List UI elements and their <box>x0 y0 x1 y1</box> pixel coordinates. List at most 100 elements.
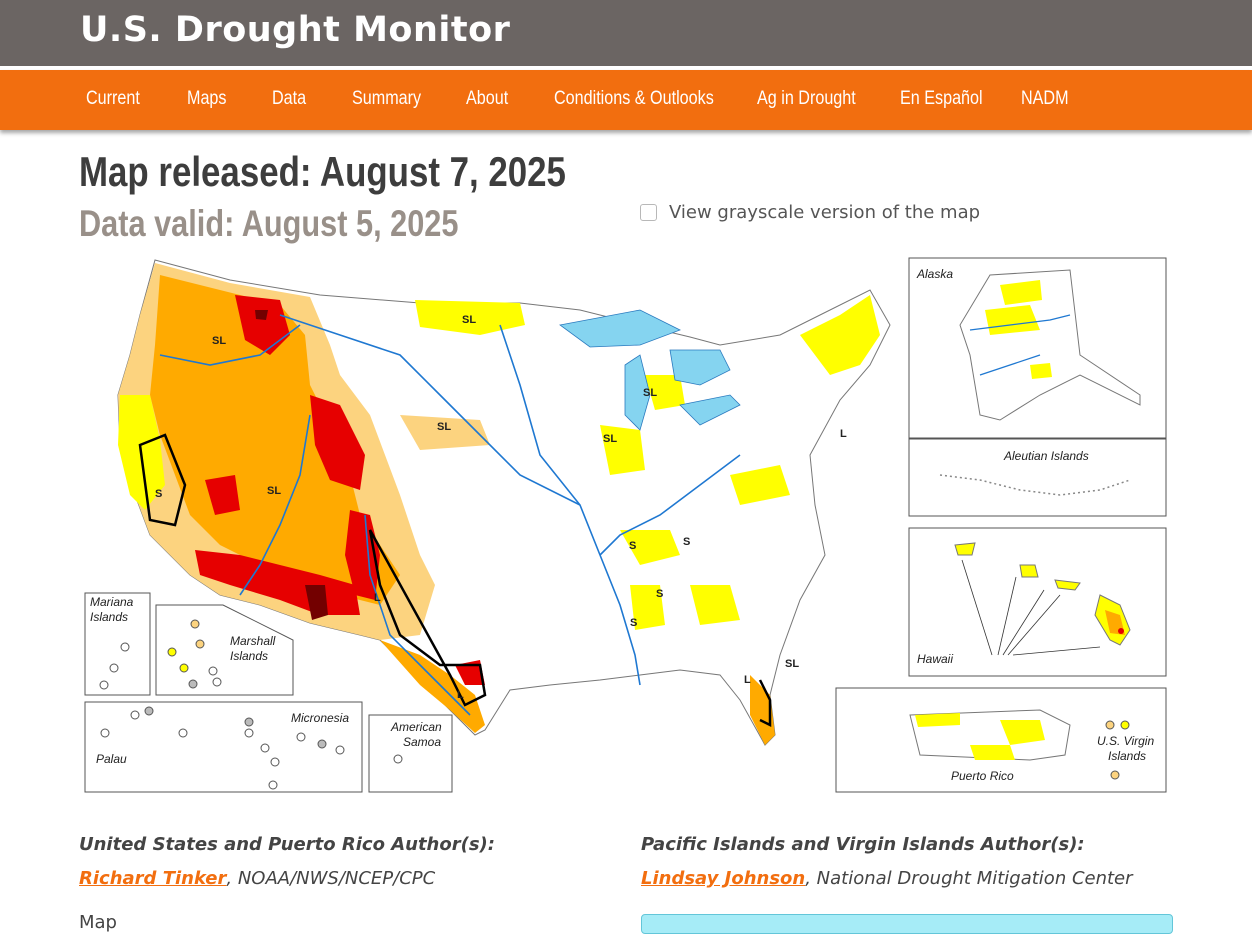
mariana-marker <box>99 680 109 690</box>
marshall-marker <box>179 663 189 673</box>
us-authors-heading: United States and Puerto Rico Author(s): <box>79 834 495 855</box>
grayscale-checkbox[interactable] <box>640 204 657 221</box>
boundary-fl <box>758 679 772 728</box>
nav-summary[interactable]: Summary <box>352 88 422 109</box>
hawaii-pointer-lines <box>961 559 1101 656</box>
marshall-inset <box>155 604 294 696</box>
mariana-inset <box>84 592 151 696</box>
impact-marker: L <box>840 428 847 440</box>
hawaii-d3 <box>1118 628 1124 634</box>
drought-d0-ne <box>400 415 490 450</box>
impact-marker: S <box>630 617 637 629</box>
impact-marker: S <box>656 588 663 600</box>
drought-d0-va <box>730 465 790 505</box>
nav-ag-in-drought[interactable]: Ag in Drought <box>757 88 856 109</box>
marshall-marker <box>188 679 198 689</box>
pi-author-link[interactable]: Lindsay Johnson <box>641 868 806 889</box>
palau-label: Palau <box>96 752 127 766</box>
mariana-marker <box>120 642 130 652</box>
nav-about[interactable]: About <box>466 88 509 109</box>
usvi-marker <box>1105 720 1115 730</box>
alaska-label: Alaska <box>916 267 953 281</box>
mariana-label-1: Mariana <box>90 595 134 609</box>
drought-d0-ms <box>630 585 665 630</box>
nav-data[interactable]: Data <box>272 88 307 109</box>
drought-d0-mi <box>645 375 685 410</box>
nav-conditions-outlooks[interactable]: Conditions & Outlooks <box>554 88 714 109</box>
site-header: U.S. Drought Monitor <box>0 0 1252 66</box>
drought-d0-ga <box>690 585 740 625</box>
map-released-heading: Map released: August 7, 2025 <box>79 148 566 195</box>
river-colorado <box>239 414 311 596</box>
usvi-marker <box>1110 770 1120 780</box>
boundary-ca <box>138 433 187 527</box>
impact-marker: SL <box>603 433 617 445</box>
site-title[interactable]: U.S. Drought Monitor <box>80 10 511 50</box>
nav-maps[interactable]: Maps <box>187 88 227 109</box>
alaska-shape <box>959 269 1141 421</box>
samoa-label-2: Samoa <box>403 735 441 749</box>
impact-marker: L <box>744 674 751 686</box>
drought-map[interactable]: SL SL SL SL SL SL S S S S S L L L L SL S… <box>80 255 1172 795</box>
us-author-link[interactable]: Richard Tinker <box>79 868 227 889</box>
usvi-marker <box>1120 720 1130 730</box>
pi-author-org: , National Drought Mitigation Center <box>805 868 1133 889</box>
marshall-marker <box>208 666 218 676</box>
nav-nadm[interactable]: NADM <box>1021 88 1069 109</box>
drought-d3-wy <box>310 395 365 490</box>
drought-d3-id <box>235 295 290 355</box>
samoa-label-1: American <box>390 720 442 734</box>
hawaii-inset <box>908 527 1167 677</box>
impact-marker: L <box>457 689 464 701</box>
drought-d3-nv <box>205 475 240 515</box>
pi-author-line: Lindsay Johnson, National Drought Mitiga… <box>641 868 1133 889</box>
river-ohio <box>599 454 741 556</box>
grayscale-label[interactable]: View grayscale version of the map <box>669 202 981 223</box>
usvi-label-1: U.S. Virgin <box>1097 734 1154 748</box>
great-lakes <box>559 309 741 431</box>
drought-map-svg: SL SL SL SL SL SL S S S S S L L L L SL S… <box>84 257 1167 793</box>
river-snake <box>159 324 301 366</box>
drought-d2-west <box>150 275 400 605</box>
marshall-marker <box>190 619 200 629</box>
impact-marker: S <box>155 488 162 500</box>
nav-en-espanol[interactable]: En Español <box>900 88 983 109</box>
drought-d1-fl <box>750 675 775 745</box>
impact-marker: S <box>683 536 690 548</box>
micronesia-label: Micronesia <box>291 711 349 725</box>
marshall-label-1: Marshall <box>230 634 276 648</box>
impact-marker: SL <box>212 335 226 347</box>
aleutian-inset <box>908 438 1167 517</box>
main-nav: Current Maps Data Summary About Conditio… <box>0 70 1252 130</box>
alaska-rivers <box>969 314 1071 376</box>
usvi-label-2: Islands <box>1108 749 1146 763</box>
nav-current[interactable]: Current <box>86 88 140 109</box>
river-missouri <box>279 314 581 506</box>
impact-marker: SL <box>267 485 281 497</box>
marshall-marker <box>212 677 222 687</box>
impact-marker: SL <box>437 421 451 433</box>
impact-marker: SL <box>643 387 657 399</box>
impact-marker: S <box>629 540 636 552</box>
river-rio-grande <box>364 514 471 716</box>
aleutian-label: Aleutian Islands <box>1003 449 1089 463</box>
pi-authors-heading: Pacific Islands and Virgin Islands Autho… <box>641 834 1085 855</box>
impact-marker: L <box>374 592 381 604</box>
mariana-marker <box>109 663 119 673</box>
river-mississippi <box>499 324 641 686</box>
us-author-org: , NOAA/NWS/NCEP/CPC <box>226 868 436 889</box>
grayscale-toggle[interactable]: View grayscale version of the map <box>640 202 980 223</box>
boundary-tx <box>368 529 487 707</box>
info-box <box>641 914 1173 934</box>
drought-d0-ar <box>620 530 680 565</box>
drought-d0-nd <box>415 300 525 335</box>
drought-d4-mt <box>255 310 268 320</box>
marshall-label-2: Islands <box>230 649 268 663</box>
impact-marker: SL <box>785 658 799 670</box>
data-valid-heading: Data valid: August 5, 2025 <box>79 203 459 244</box>
drought-d1-tx <box>380 640 485 733</box>
drought-d0-il <box>600 425 645 475</box>
marshall-marker <box>195 639 205 649</box>
footer-cut-text: Map <box>79 912 117 933</box>
us-author-line: Richard Tinker, NOAA/NWS/NCEP/CPC <box>79 868 435 889</box>
